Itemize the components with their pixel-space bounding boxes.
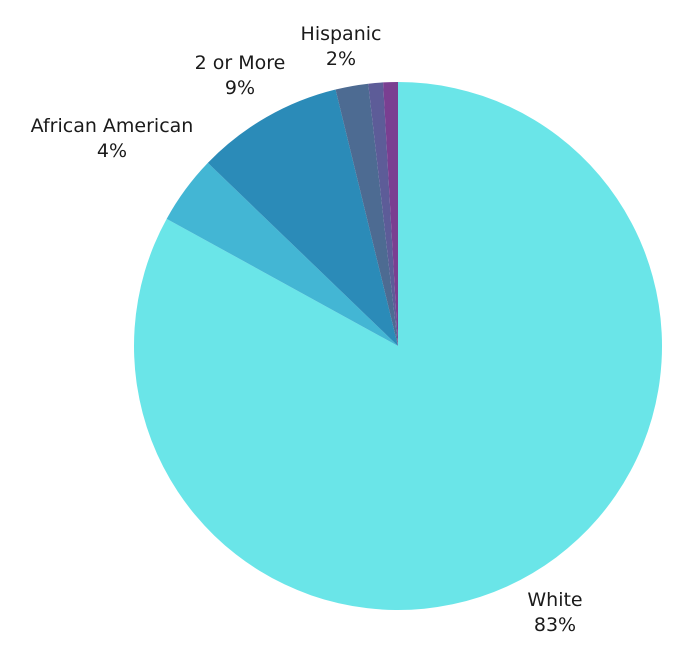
- slice-percent-2-or-more: 9%: [225, 77, 255, 99]
- pie-slice-african-american: [166, 162, 398, 346]
- slice-percent-hispanic: 2%: [326, 48, 356, 70]
- pie-labels: White 83% African American 4% 2 or More 9% His…: [31, 23, 583, 636]
- pie-slice-hispanic: [335, 83, 398, 346]
- slice-percent-african-american: 4%: [97, 140, 127, 162]
- pie-slices: [134, 82, 663, 610]
- slice-label-african-american: African American: [31, 115, 194, 137]
- pie-slice-unlabeled-5: [383, 82, 398, 346]
- pie-slice-white: [134, 82, 663, 610]
- slice-percent-white: 83%: [534, 614, 576, 636]
- pie-slice-unlabeled-4: [368, 82, 398, 347]
- slice-label-white: White: [527, 589, 582, 611]
- slice-label-2-or-more: 2 or More: [195, 52, 286, 74]
- pie-slice-2-or-more: [207, 89, 398, 347]
- slice-label-hispanic: Hispanic: [301, 23, 382, 45]
